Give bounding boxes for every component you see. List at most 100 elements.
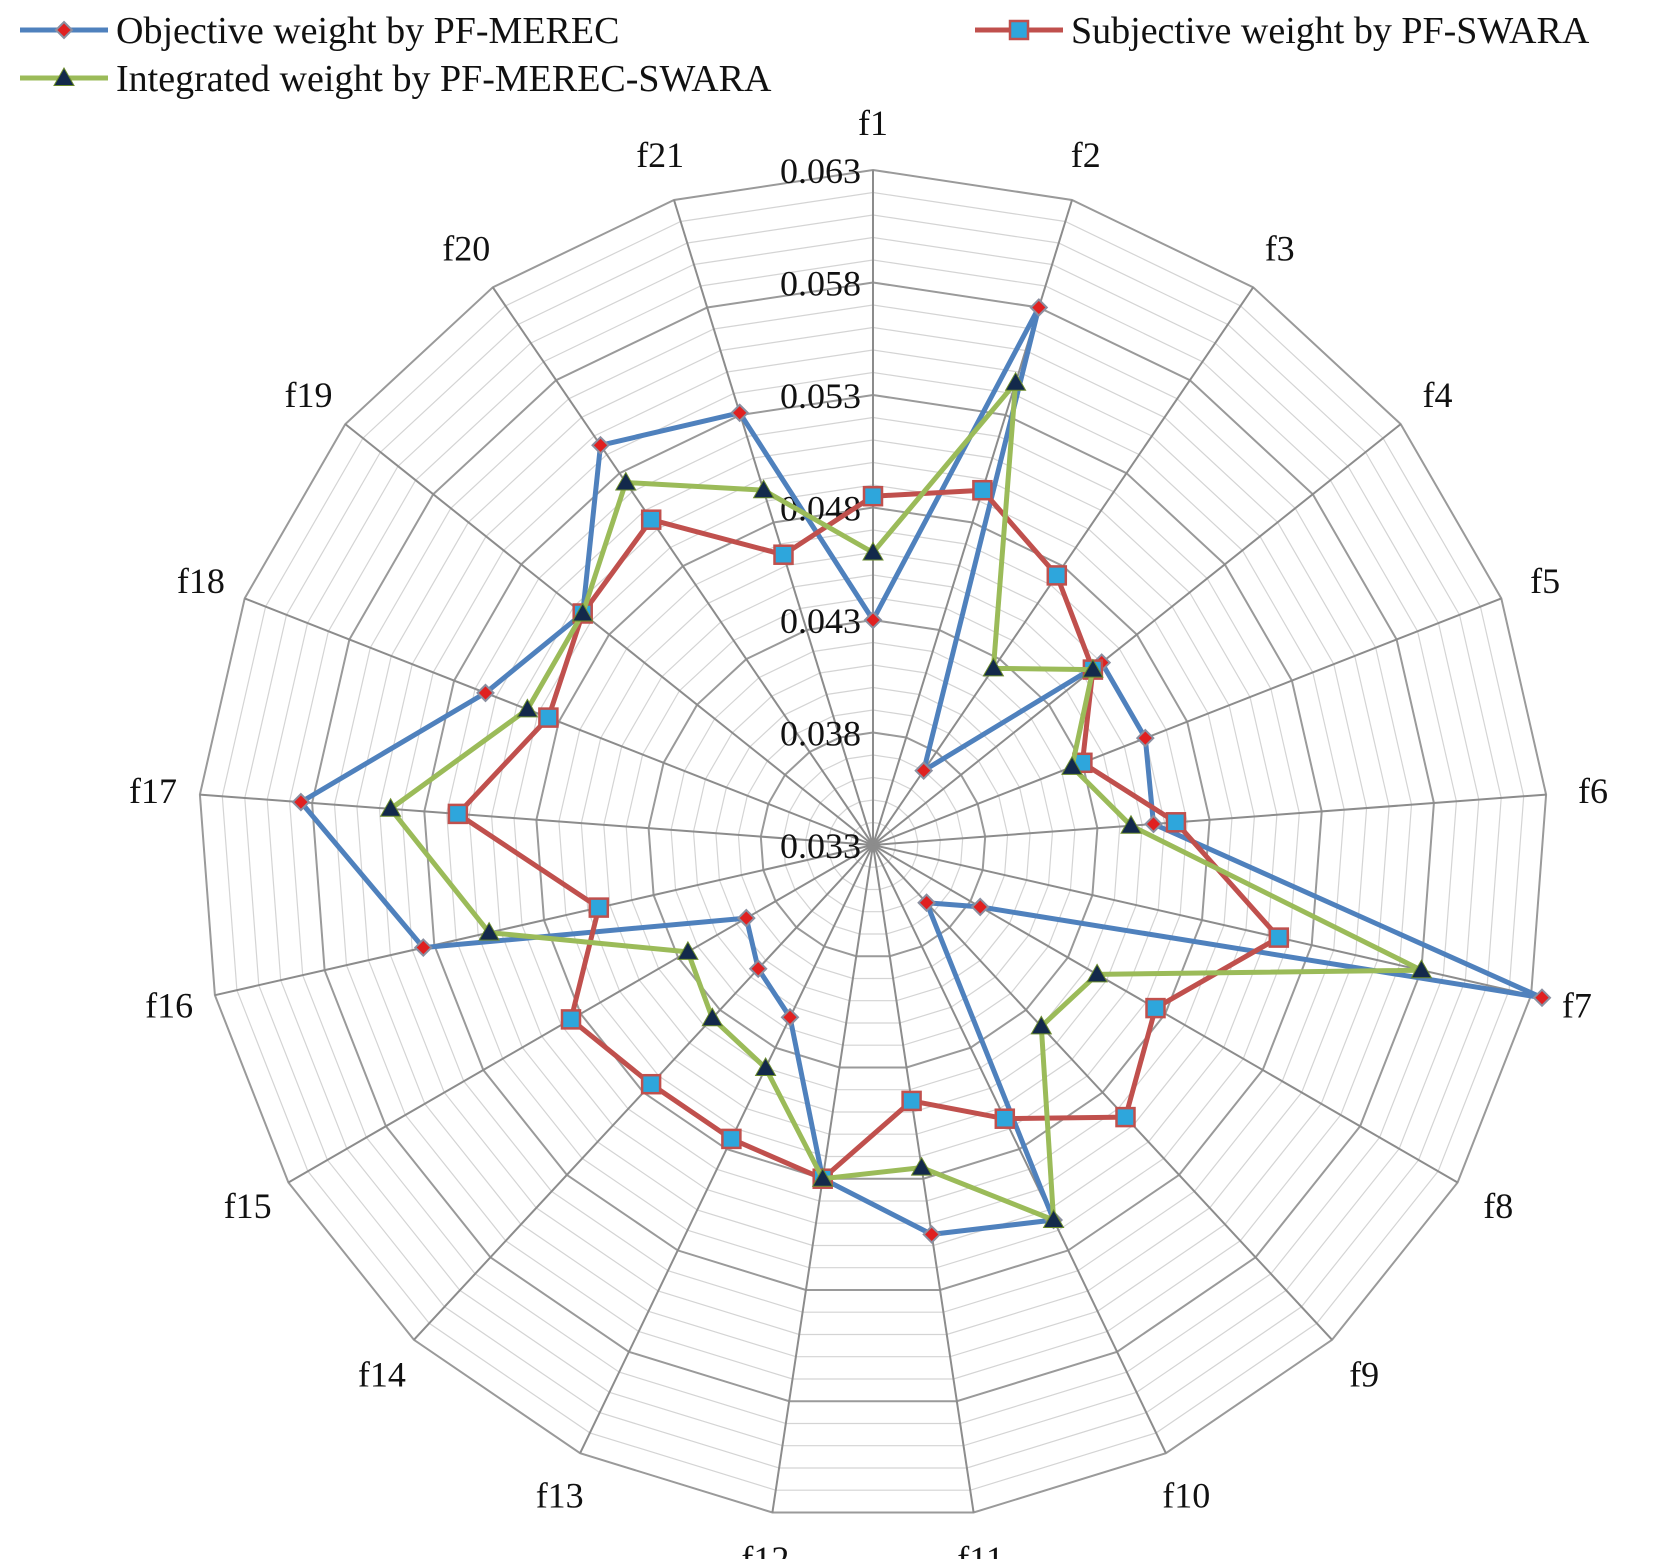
data-point-f13 bbox=[721, 1128, 742, 1150]
category-label-f14: f14 bbox=[358, 1354, 406, 1394]
spoke-f17 bbox=[199, 793, 874, 846]
spoke-f18 bbox=[244, 597, 874, 846]
data-point-f5 bbox=[1061, 755, 1083, 775]
tick-label: 0.053 bbox=[780, 376, 861, 416]
data-point-f16 bbox=[413, 938, 433, 958]
legend-label: Integrated weight by PF-MEREC-SWARA bbox=[116, 58, 772, 100]
legend-item-3: Integrated weight by PF-MEREC-SWARA bbox=[20, 58, 772, 100]
category-label-f3: f3 bbox=[1265, 229, 1295, 269]
series-3 bbox=[379, 371, 1433, 1228]
series-line bbox=[298, 305, 1545, 1237]
data-point-f9 bbox=[1115, 1106, 1136, 1128]
data-point-f2 bbox=[972, 479, 993, 501]
data-point-f2 bbox=[1004, 371, 1027, 391]
category-label-f5: f5 bbox=[1530, 561, 1560, 601]
data-point-f8 bbox=[1145, 997, 1166, 1019]
data-point-f18 bbox=[538, 707, 559, 728]
category-labels: f1 f2 f3 f4 f5 f6 f7 f8 f9 f10 f11 f12 f13 f14 f15 f16 f… bbox=[129, 103, 1608, 1559]
data-point-f18 bbox=[516, 698, 539, 718]
data-series bbox=[291, 298, 1552, 1244]
legend-item-2: Subjective weight by PF-SWARA bbox=[975, 10, 1590, 52]
grid-ring-minor bbox=[378, 349, 1368, 1336]
data-point-f12 bbox=[811, 1167, 834, 1187]
data-point-f7 bbox=[1532, 988, 1552, 1008]
legend-label: Subjective weight by PF-SWARA bbox=[1071, 10, 1590, 52]
data-point-f16 bbox=[588, 897, 610, 918]
spoke-f4 bbox=[872, 423, 1402, 846]
data-point-f7 bbox=[1410, 959, 1433, 979]
data-point-f17 bbox=[379, 797, 402, 817]
category-label-f19: f19 bbox=[285, 375, 333, 415]
category-label-f17: f17 bbox=[129, 771, 177, 811]
data-point-f20 bbox=[614, 471, 637, 491]
data-point-f9 bbox=[917, 893, 937, 913]
category-label-f21: f21 bbox=[636, 135, 684, 175]
data-point-f3 bbox=[914, 761, 934, 781]
category-label-f11: f11 bbox=[957, 1539, 1004, 1559]
grid-ring-major bbox=[198, 168, 1548, 1514]
data-point-f13 bbox=[754, 1056, 777, 1076]
category-label-f15: f15 bbox=[224, 1186, 272, 1226]
grid-ring-minor bbox=[692, 664, 1054, 1024]
tick-label: 0.033 bbox=[780, 826, 861, 866]
category-label-f2: f2 bbox=[1071, 135, 1101, 175]
data-point-f5 bbox=[1135, 728, 1155, 748]
grid-ring-major bbox=[423, 393, 1323, 1291]
data-point-f17 bbox=[291, 792, 311, 812]
grid-ring-minor bbox=[558, 529, 1188, 1158]
data-point-f20 bbox=[640, 509, 662, 530]
data-point-f15 bbox=[736, 908, 756, 928]
legend-marker bbox=[54, 20, 74, 40]
data-point-f15 bbox=[677, 940, 699, 960]
grid-ring-minor bbox=[356, 326, 1390, 1358]
grid-ring-minor bbox=[221, 191, 1525, 1491]
grid-ring-minor bbox=[715, 686, 1031, 1002]
data-point-f11 bbox=[910, 1156, 933, 1176]
data-point-f21 bbox=[730, 403, 750, 423]
grid-ring-minor bbox=[827, 799, 919, 891]
series-2 bbox=[447, 479, 1290, 1189]
series-1 bbox=[291, 298, 1552, 1244]
series-line bbox=[455, 487, 1282, 1182]
grid-ring-minor bbox=[670, 641, 1076, 1046]
data-point-f8 bbox=[1086, 963, 1108, 983]
category-label-f1: f1 bbox=[858, 103, 888, 143]
grid-ring-major bbox=[647, 618, 1099, 1069]
data-point-f20 bbox=[591, 435, 610, 455]
data-point-f11 bbox=[922, 1224, 942, 1244]
data-point-f6 bbox=[1144, 814, 1163, 834]
category-label-f10: f10 bbox=[1162, 1476, 1210, 1516]
category-label-f9: f9 bbox=[1349, 1354, 1379, 1394]
legend-label: Objective weight by PF-MEREC bbox=[116, 10, 619, 52]
data-point-f16 bbox=[478, 921, 500, 941]
category-label-f18: f18 bbox=[177, 561, 225, 601]
grid-ring-major bbox=[759, 731, 987, 958]
data-point-f18 bbox=[476, 683, 495, 703]
grid-ring-minor bbox=[805, 776, 941, 913]
category-label-f6: f6 bbox=[1578, 771, 1608, 811]
grid-ring-major bbox=[535, 506, 1211, 1180]
data-point-f21 bbox=[752, 479, 775, 499]
legend: Objective weight by PF-MEREC Subjective w… bbox=[20, 10, 1590, 100]
data-point-f7 bbox=[1268, 927, 1290, 948]
spoke-f10 bbox=[872, 844, 1167, 1454]
grid-ring-major bbox=[311, 281, 1435, 1403]
legend-marker bbox=[53, 66, 75, 86]
spoke-f21 bbox=[673, 199, 874, 846]
data-point-f1 bbox=[862, 541, 884, 561]
category-label-f20: f20 bbox=[442, 229, 490, 269]
tick-label: 0.058 bbox=[780, 264, 861, 304]
data-point-f14 bbox=[701, 1007, 724, 1027]
data-point-f4 bbox=[1082, 658, 1104, 678]
spoke-f16 bbox=[214, 844, 874, 997]
data-point-f13 bbox=[780, 1007, 800, 1027]
data-point-f2 bbox=[1029, 298, 1049, 317]
series-line bbox=[388, 380, 1424, 1223]
category-label-f8: f8 bbox=[1483, 1186, 1513, 1226]
data-point-f17 bbox=[447, 803, 469, 825]
category-label-f13: f13 bbox=[536, 1476, 584, 1516]
data-point-f11 bbox=[901, 1090, 922, 1112]
grid-ring-minor bbox=[468, 439, 1278, 1247]
spoke-f20 bbox=[491, 286, 874, 846]
tick-label: 0.038 bbox=[780, 714, 861, 754]
